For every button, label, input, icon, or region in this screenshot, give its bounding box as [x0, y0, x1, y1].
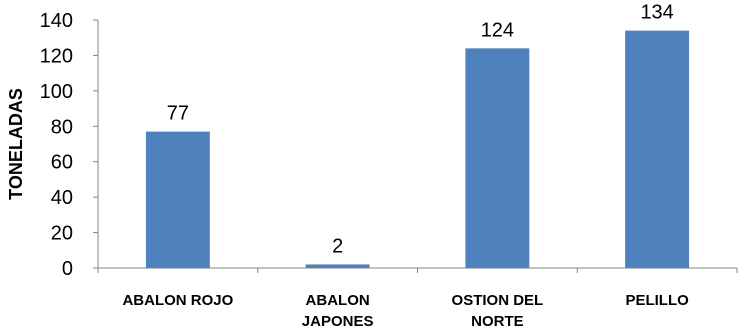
data-label: 124	[481, 19, 514, 41]
bar-series	[145, 30, 690, 268]
bar	[145, 131, 210, 268]
data-label: 2	[332, 235, 343, 257]
bar	[305, 264, 370, 268]
y-axis: 0 20 40 60 80 100 120 140	[40, 10, 99, 280]
bar	[465, 48, 530, 268]
data-labels: 77 2 124 134	[167, 2, 674, 258]
y-tick-label: 80	[51, 116, 73, 138]
y-tick-label: 0	[62, 258, 73, 280]
bar	[625, 30, 690, 268]
y-tick-label: 60	[51, 152, 73, 174]
category-label: ABALON ROJO	[122, 292, 233, 309]
y-tick-label: 140	[40, 10, 73, 32]
category-label: PELILLO	[625, 292, 689, 309]
category-labels: ABALON ROJO ABALON JAPONES OSTION DEL NORTE P…	[122, 292, 689, 330]
x-axis	[97, 267, 738, 273]
data-label: 134	[640, 2, 673, 24]
y-tick-label: 20	[51, 223, 73, 245]
y-axis-title: TONELADAS	[6, 88, 26, 200]
category-label: OSTION DEL NORTE	[452, 292, 544, 330]
category-label: ABALON JAPONES	[302, 292, 374, 330]
y-tick-label: 100	[40, 81, 73, 103]
y-tick-label: 40	[51, 187, 73, 209]
y-tick-label: 120	[40, 45, 73, 67]
data-label: 77	[167, 103, 189, 125]
